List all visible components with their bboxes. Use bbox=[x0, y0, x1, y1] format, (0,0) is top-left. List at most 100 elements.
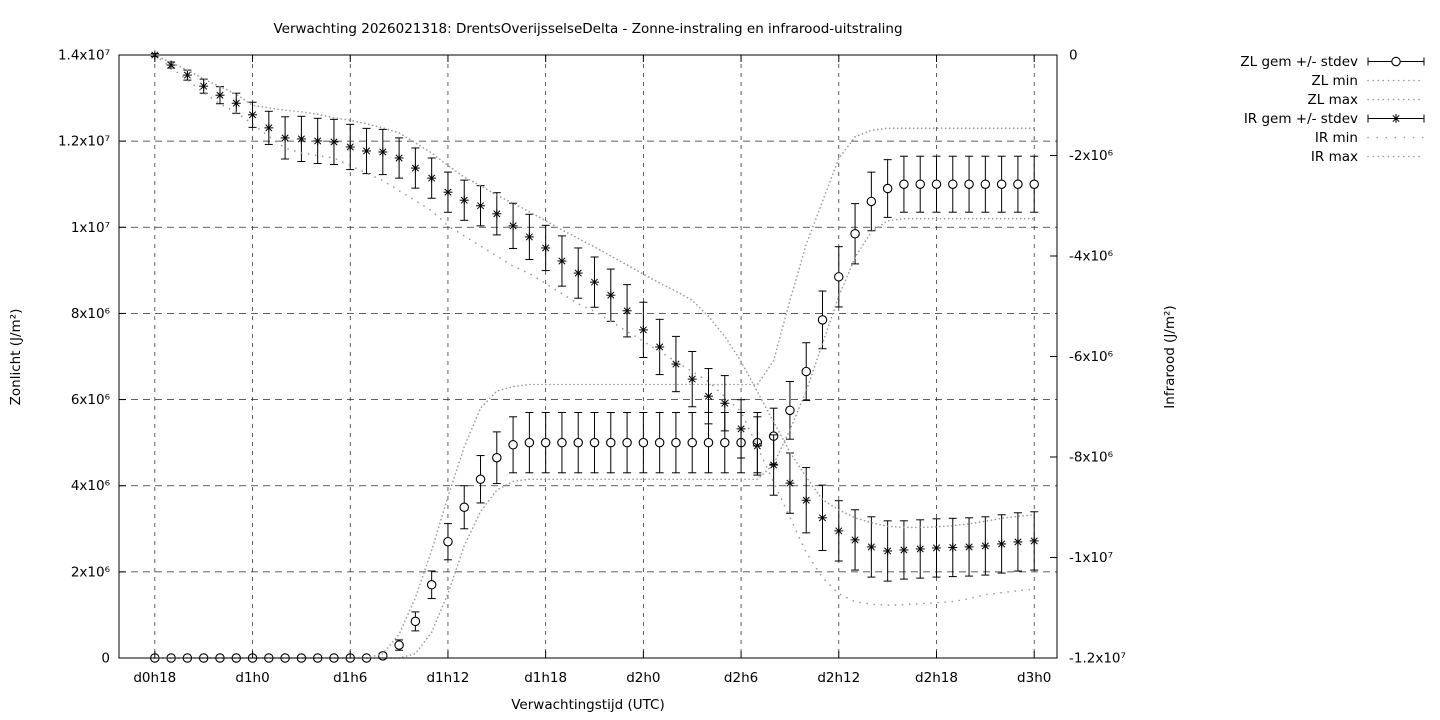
asterisk-marker bbox=[915, 544, 925, 554]
asterisk-marker bbox=[264, 123, 274, 133]
circle-marker bbox=[980, 179, 991, 189]
asterisk-marker bbox=[736, 424, 746, 434]
asterisk-stroke bbox=[639, 326, 647, 334]
y-left-tick-label: 0 bbox=[101, 651, 110, 667]
asterisk-marker bbox=[296, 134, 306, 144]
circle-marker bbox=[475, 474, 486, 485]
asterisk-stroke bbox=[330, 138, 338, 146]
asterisk-stroke bbox=[362, 147, 371, 155]
asterisk-marker bbox=[362, 146, 372, 156]
asterisk-marker bbox=[720, 398, 730, 408]
asterisk-marker bbox=[459, 195, 469, 205]
circle-marker bbox=[443, 536, 453, 547]
circle-marker bbox=[1013, 179, 1023, 189]
asterisk-marker bbox=[948, 542, 958, 552]
asterisk-marker bbox=[785, 478, 795, 488]
series-ir-gem-stdev bbox=[150, 50, 1039, 582]
legend: ZL gem +/- stdev ZL min ZL max IR gem +/- s… bbox=[1240, 54, 1425, 165]
legend-label: IR min bbox=[1315, 130, 1358, 146]
asterisk-marker bbox=[280, 133, 290, 143]
y-left-tick-label: 8x10⁶ bbox=[71, 306, 110, 322]
asterisk-marker bbox=[704, 391, 714, 401]
asterisk-marker bbox=[557, 256, 567, 266]
asterisk-stroke bbox=[411, 164, 419, 172]
legend-row: ZL max bbox=[1308, 92, 1425, 108]
y-right-tick-label: 0 bbox=[1069, 48, 1078, 64]
circle-marker bbox=[410, 616, 421, 627]
asterisk-stroke bbox=[590, 278, 599, 286]
x-tick-label: d1h6 bbox=[333, 670, 367, 686]
asterisk-stroke bbox=[183, 71, 191, 79]
circle-marker bbox=[573, 437, 583, 448]
asterisk-marker bbox=[931, 543, 941, 553]
legend-row: IR max bbox=[1311, 149, 1425, 165]
asterisk-stroke bbox=[884, 547, 892, 555]
asterisk-marker bbox=[801, 495, 811, 505]
circle-marker bbox=[459, 502, 469, 512]
y-left-tick-label: 1.4x10⁷ bbox=[58, 48, 110, 64]
asterisk-stroke bbox=[216, 91, 224, 99]
legend-asterisk-marker bbox=[1392, 114, 1400, 123]
asterisk-stroke bbox=[818, 514, 827, 522]
circle-marker bbox=[703, 437, 714, 448]
asterisk-marker bbox=[622, 306, 632, 316]
asterisk-marker bbox=[313, 136, 323, 146]
circle-marker bbox=[882, 183, 893, 194]
asterisk-stroke bbox=[379, 148, 387, 156]
x-tick-label: d1h12 bbox=[426, 670, 469, 686]
asterisk-stroke bbox=[916, 545, 924, 553]
asterisk-stroke bbox=[476, 202, 485, 210]
asterisk-marker bbox=[964, 542, 974, 552]
y-left-tick-label: 1x10⁷ bbox=[71, 220, 110, 236]
x-tick-label: d2h18 bbox=[915, 670, 958, 686]
circle-marker bbox=[931, 179, 942, 189]
asterisk-stroke bbox=[1014, 538, 1022, 546]
circle-marker bbox=[394, 640, 404, 650]
asterisk-marker bbox=[606, 290, 616, 300]
asterisk-marker bbox=[378, 147, 388, 157]
asterisk-stroke bbox=[281, 134, 289, 142]
asterisk-stroke bbox=[509, 222, 517, 230]
circle-marker bbox=[948, 179, 958, 189]
plot-border bbox=[118, 54, 1058, 659]
asterisk-marker bbox=[199, 81, 209, 91]
asterisk-stroke bbox=[248, 111, 257, 119]
legend-row: ZL min bbox=[1311, 73, 1425, 89]
circle-marker bbox=[801, 366, 811, 377]
circle-marker bbox=[687, 437, 697, 448]
y-left-tick-label: 2x10⁶ bbox=[71, 564, 110, 580]
circle-marker bbox=[817, 315, 828, 325]
y-right-tick-label: -8x10⁶ bbox=[1069, 450, 1113, 466]
legend-label: ZL gem +/- stdev bbox=[1240, 54, 1358, 70]
asterisk-stroke bbox=[656, 343, 664, 351]
series-zl-max bbox=[154, 127, 1035, 659]
y-right-tick-label: -1x10⁷ bbox=[1069, 550, 1113, 566]
asterisk-marker bbox=[394, 153, 404, 163]
circle-marker bbox=[654, 437, 665, 448]
circle-marker bbox=[899, 179, 909, 189]
asterisk-marker bbox=[443, 187, 453, 197]
asterisk-marker bbox=[248, 110, 258, 120]
y-left-tick-label: 1.2x10⁷ bbox=[58, 134, 110, 150]
chart-title: Verwachting 2026021318: DrentsOverijssel… bbox=[273, 21, 902, 37]
legend-row: ZL gem +/- stdev bbox=[1240, 54, 1425, 70]
circle-marker bbox=[557, 437, 567, 448]
series-ir-max-line bbox=[154, 54, 1035, 529]
asterisk-marker bbox=[492, 209, 502, 219]
asterisk-stroke bbox=[200, 82, 208, 90]
asterisk-marker bbox=[182, 70, 192, 80]
asterisk-stroke bbox=[314, 137, 322, 145]
asterisk-stroke bbox=[346, 143, 354, 151]
legend-label: IR max bbox=[1311, 149, 1358, 165]
asterisk-stroke bbox=[704, 392, 713, 400]
asterisk-marker bbox=[427, 173, 437, 183]
circle-marker bbox=[671, 437, 681, 448]
asterisk-marker bbox=[345, 142, 355, 152]
asterisk-marker bbox=[834, 526, 844, 536]
series-ir-min bbox=[154, 54, 1035, 607]
asterisk-stroke bbox=[721, 399, 729, 407]
asterisk-stroke bbox=[623, 307, 631, 315]
asterisk-marker bbox=[638, 325, 648, 335]
legend-label: IR gem +/- stdev bbox=[1244, 111, 1358, 127]
circle-marker bbox=[785, 405, 795, 416]
